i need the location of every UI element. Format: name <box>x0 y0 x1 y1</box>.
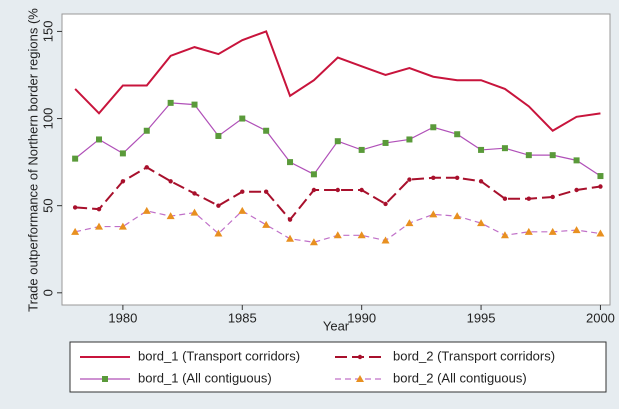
marker <box>167 99 174 106</box>
series-line <box>75 166 601 222</box>
marker <box>430 124 437 131</box>
marker <box>240 189 245 194</box>
y-tick-label: 50 <box>40 198 55 212</box>
marker <box>526 196 532 201</box>
marker <box>286 234 295 242</box>
marker <box>287 159 294 166</box>
marker <box>549 152 556 159</box>
marker <box>333 231 342 239</box>
marker <box>383 201 388 207</box>
marker <box>550 194 555 200</box>
marker <box>215 132 222 139</box>
y-axis-label: Trade outperformance of Northern border … <box>25 8 40 312</box>
marker <box>574 187 579 193</box>
marker <box>454 175 460 180</box>
marker <box>525 152 532 159</box>
legend-marker <box>357 354 363 360</box>
marker <box>143 127 150 134</box>
marker <box>454 131 461 138</box>
marker <box>72 205 78 210</box>
legend-label: bord_1 (All contiguous) <box>138 370 272 385</box>
marker <box>239 115 246 122</box>
x-tick-label: 1985 <box>228 310 257 325</box>
marker <box>478 146 485 153</box>
marker <box>524 227 533 235</box>
marker <box>429 210 438 218</box>
marker <box>478 179 484 184</box>
marker <box>96 136 103 143</box>
legend-label: bord_2 (All contiguous) <box>393 370 527 385</box>
legend-marker <box>102 376 108 382</box>
marker <box>119 150 126 157</box>
marker <box>168 179 173 184</box>
marker <box>381 236 390 244</box>
marker <box>357 231 366 239</box>
marker <box>309 238 318 246</box>
marker <box>144 165 149 170</box>
marker <box>405 219 414 227</box>
y-tick-label: 100 <box>40 108 55 130</box>
marker <box>120 179 126 184</box>
marker <box>598 184 603 189</box>
marker <box>166 212 175 220</box>
marker <box>214 229 223 237</box>
marker <box>548 227 557 235</box>
legend-label: bord_1 (Transport corridors) <box>138 348 300 363</box>
marker <box>263 127 270 134</box>
marker <box>190 208 199 216</box>
legend-marker <box>356 375 364 382</box>
legend-label: bord_2 (Transport corridors) <box>393 348 555 363</box>
marker <box>407 177 412 182</box>
marker <box>596 229 605 237</box>
marker <box>573 157 580 164</box>
marker <box>310 171 317 178</box>
x-tick-label: 1980 <box>108 310 137 325</box>
marker <box>192 191 197 196</box>
marker <box>358 146 365 153</box>
marker <box>263 189 269 194</box>
marker <box>216 203 221 208</box>
marker <box>71 227 80 235</box>
marker <box>572 226 581 234</box>
marker <box>500 231 509 239</box>
marker <box>118 222 127 230</box>
marker <box>334 138 341 145</box>
marker <box>191 101 198 108</box>
marker <box>335 187 340 193</box>
marker <box>477 219 486 227</box>
y-tick-label: 0 <box>40 289 55 296</box>
marker <box>501 145 508 152</box>
marker <box>287 217 293 222</box>
series-line <box>74 30 601 133</box>
marker <box>359 187 364 193</box>
x-tick-label: 1990 <box>347 310 376 325</box>
marker <box>453 212 462 220</box>
marker <box>142 206 151 214</box>
marker <box>406 136 413 143</box>
legend <box>69 341 607 393</box>
marker <box>96 206 102 212</box>
marker <box>382 139 389 146</box>
marker <box>238 206 247 214</box>
x-tick-label: 2000 <box>586 310 615 325</box>
marker <box>311 187 317 193</box>
marker <box>262 220 271 228</box>
x-axis-label: Year <box>323 318 350 333</box>
y-tick-label: 150 <box>40 21 55 43</box>
marker <box>597 173 604 180</box>
marker <box>502 196 508 201</box>
marker <box>95 222 104 230</box>
x-tick-label: 1995 <box>467 310 496 325</box>
marker <box>72 155 79 162</box>
plot-area <box>61 13 611 306</box>
marker <box>431 175 436 180</box>
